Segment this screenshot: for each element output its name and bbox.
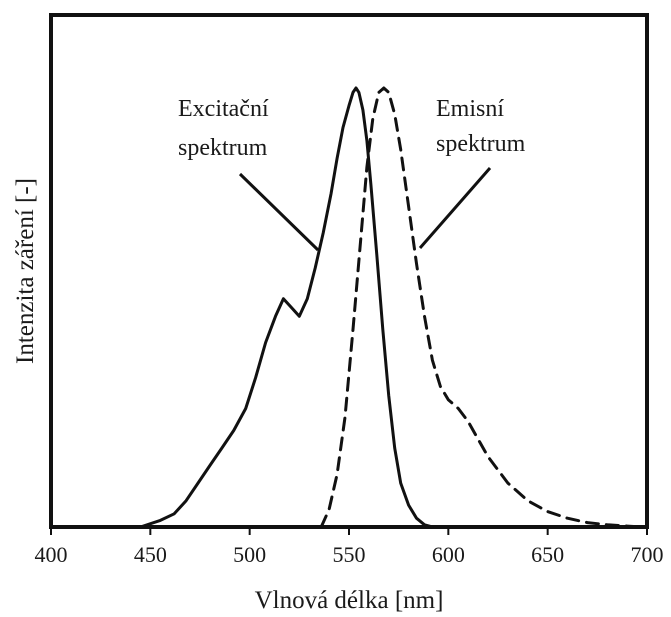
x-tick-labels: 400 450 500 550 600 650 700 (35, 542, 664, 567)
excitation-spectrum-line (138, 86, 434, 529)
emission-pointer-line (418, 167, 492, 249)
x-tick-label-650: 650 (531, 542, 564, 567)
series-layer (138, 86, 645, 529)
x-axis-label: Vlnová délka [nm] (255, 587, 444, 614)
x-tick-label-550: 550 (333, 542, 366, 567)
y-axis-label: Intenzita záření [-] (12, 178, 39, 364)
emission-spectrum-line (319, 86, 645, 529)
x-tick-label-500: 500 (233, 542, 266, 567)
excitation-pointer-line (238, 172, 320, 252)
x-tick-label-600: 600 (432, 542, 465, 567)
x-tick-label-450: 450 (134, 542, 167, 567)
x-tick-label-700: 700 (631, 542, 664, 567)
x-tick-marks (50, 527, 648, 535)
x-tick-label-400: 400 (35, 542, 68, 567)
plot-frame (49, 13, 649, 529)
excitation-label-line-2: spektrum (178, 135, 268, 161)
emission-label-line-1: Emisní (436, 96, 504, 122)
emission-label-line-2: spektrum (436, 131, 526, 157)
excitation-label-line-1: Excitační (178, 96, 269, 122)
